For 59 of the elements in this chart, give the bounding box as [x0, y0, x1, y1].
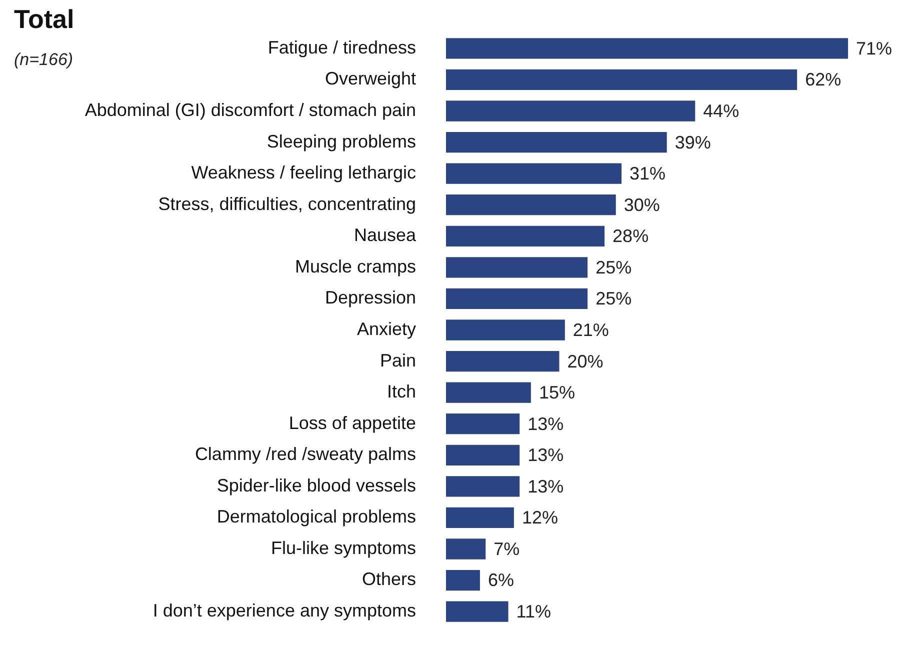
data-label: 44% [703, 100, 740, 121]
bar [446, 538, 486, 560]
y-tick-label: Nausea [354, 225, 417, 246]
y-tick-label: Weakness / feeling lethargic [191, 162, 416, 183]
y-tick-label: Depression [324, 288, 416, 308]
data-label: 71% [856, 38, 892, 58]
bar [446, 226, 605, 246]
data-label: 25% [596, 288, 632, 309]
bar [446, 69, 798, 90]
y-tick-label: Itch [386, 382, 416, 402]
y-tick-label: I don’t experience any symptoms [152, 600, 416, 621]
y-tick-label: Anxiety [356, 318, 416, 339]
y-tick-label: Sleeping problems [266, 131, 416, 152]
bar [446, 288, 588, 310]
bar [446, 132, 667, 153]
bar [446, 382, 531, 403]
y-tick-label: Overweight [324, 68, 416, 89]
y-tick-label: Abdominal (GI) discomfort / stomach pain [84, 100, 416, 120]
bar [446, 414, 520, 434]
data-label: 15% [538, 382, 575, 403]
y-tick-label: Flu-like symptoms [270, 538, 416, 558]
y-tick-label: Pain [380, 350, 416, 370]
y-tick-label: Dermatological problems [216, 506, 416, 527]
bar [446, 163, 622, 184]
data-label: 28% [612, 226, 649, 246]
text: Total [14, 4, 74, 35]
data-label: 7% [494, 538, 520, 559]
y-tick-label: Spider-like blood vessels [216, 475, 416, 496]
data-label: 30% [624, 194, 660, 215]
text: (n=166) [14, 50, 74, 70]
y-tick-label: Fatigue / tiredness [268, 37, 416, 58]
data-label: 20% [567, 351, 604, 372]
data-label: 21% [572, 320, 609, 340]
data-label: 11% [516, 602, 551, 622]
data-label: 13% [528, 445, 564, 466]
bar [446, 444, 520, 466]
data-label: 12% [522, 508, 558, 528]
bar [446, 320, 565, 340]
bar [446, 350, 560, 372]
bar [446, 100, 696, 122]
data-label: 13% [528, 476, 564, 496]
data-label: 39% [674, 132, 711, 152]
bar [446, 507, 514, 528]
bar [446, 601, 508, 622]
bar [446, 476, 520, 497]
y-tick-label: Others [362, 569, 416, 590]
data-label: 6% [488, 570, 514, 590]
y-tick-label: Stress, difficulties, concentrating [158, 194, 416, 214]
data-label: 13% [528, 414, 564, 434]
data-label: 31% [630, 164, 666, 184]
bar [446, 257, 588, 278]
y-tick-label: Clammy /red /sweaty palms [194, 444, 416, 464]
bar [446, 38, 848, 59]
y-tick-label: Muscle cramps [294, 256, 416, 276]
data-label: 62% [805, 70, 842, 90]
y-tick-label: Loss of appetite [288, 412, 416, 433]
bar [446, 194, 616, 216]
bar [446, 570, 480, 591]
data-label: 25% [596, 257, 632, 278]
